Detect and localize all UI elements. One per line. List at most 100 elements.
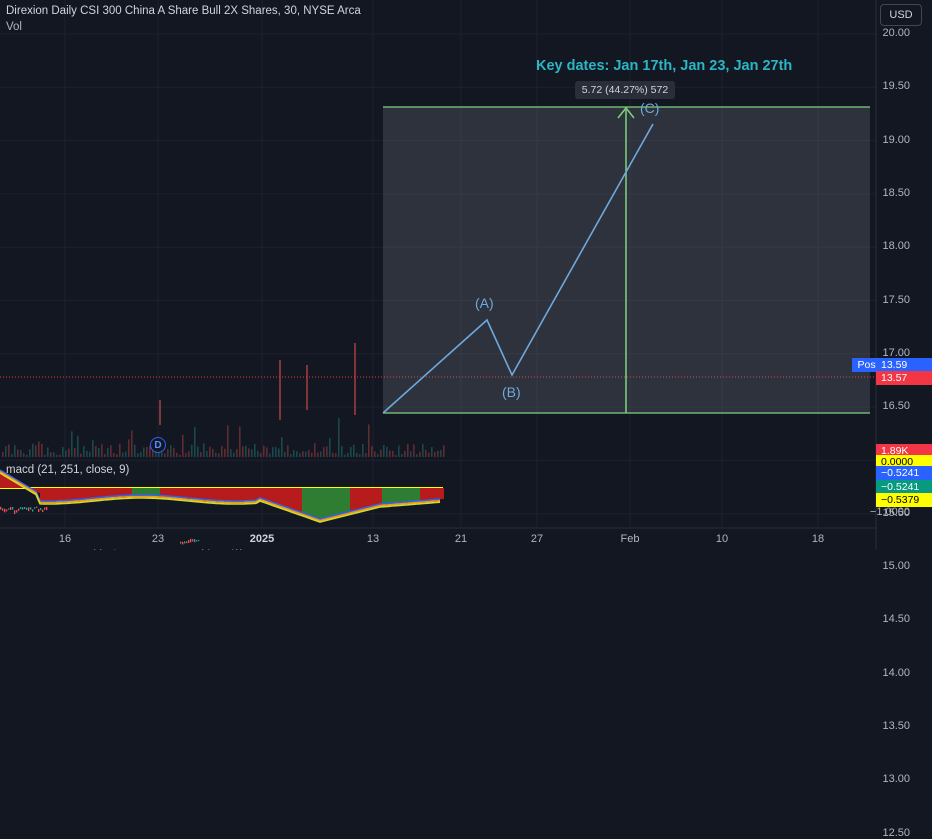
macd-histogram-bar	[260, 488, 262, 498]
volume-bar	[194, 427, 196, 457]
symbol-title[interactable]: Direxion Daily CSI 300 China A Share Bul…	[6, 5, 361, 17]
macd-histogram-bar	[300, 488, 302, 512]
volume-bar	[416, 454, 418, 457]
macd-histogram-bar	[174, 488, 176, 497]
macd-histogram-bar	[320, 488, 322, 519]
macd-histogram-bar	[156, 488, 158, 495]
macd-histogram-bar	[412, 488, 414, 501]
macd-histogram-bar	[334, 488, 336, 516]
macd-histogram-bar	[210, 488, 212, 500]
macd-histogram-bar	[322, 488, 324, 519]
volume-bar	[425, 450, 427, 457]
volume-bar	[23, 453, 25, 457]
macd-histogram-bar	[312, 488, 314, 516]
macd-legend[interactable]: macd (21, 251, close, 9)	[6, 464, 129, 476]
volume-bar	[257, 451, 259, 457]
volume-bar	[17, 449, 19, 457]
volume-bar	[293, 450, 295, 457]
macd-histogram-bar	[314, 488, 316, 517]
volume-bar	[143, 447, 145, 457]
macd-histogram-bar	[78, 488, 80, 500]
macd-histogram-bar	[128, 488, 130, 495]
candle	[4, 509, 5, 513]
volume-bar	[308, 450, 310, 457]
volume-bar	[326, 446, 328, 457]
key-dates-annotation[interactable]: Key dates: Jan 17th, Jan 23, Jan 27th	[536, 58, 792, 74]
volume-bar	[443, 445, 445, 457]
macd-histogram-bar	[104, 488, 106, 497]
dividend-marker-icon[interactable]: D	[150, 437, 166, 453]
price-tick: 14.00	[860, 667, 910, 679]
volume-bar	[56, 455, 58, 457]
volume-bar	[86, 451, 88, 457]
volume-bar	[179, 455, 181, 457]
wave-label-c: (C)	[640, 100, 659, 116]
volume-bar	[392, 451, 394, 457]
time-tick: 2025	[242, 533, 282, 545]
candle	[42, 510, 43, 512]
candle	[30, 507, 31, 509]
volume-bar	[224, 449, 226, 457]
volume-bar	[38, 442, 40, 457]
candle	[32, 509, 33, 511]
volume-bar	[329, 438, 331, 457]
macd-histogram-bar	[76, 488, 78, 500]
macd-histogram-bar	[298, 488, 300, 511]
macd-histogram-bar	[348, 488, 350, 512]
macd-histogram-bar	[202, 488, 204, 499]
candle	[34, 507, 35, 508]
volume-bar	[338, 418, 340, 457]
macd-histogram-bar	[42, 488, 44, 501]
macd-histogram-bar	[426, 488, 428, 500]
macd-histogram-bar	[396, 488, 398, 503]
candle	[22, 507, 23, 509]
candle	[8, 508, 9, 509]
macd-histogram-bar	[278, 488, 280, 504]
macd-histogram-bar	[428, 488, 430, 500]
macd-histogram-bar	[52, 488, 54, 501]
macd-histogram-bar	[108, 488, 110, 497]
macd-hist-badge: −0.5379	[876, 493, 932, 507]
volume-bar	[44, 455, 46, 457]
macd-histogram-bar	[212, 488, 214, 500]
macd-histogram-bar	[420, 488, 422, 501]
price-tick: 19.50	[860, 80, 910, 92]
volume-bar	[32, 444, 34, 457]
volume-legend[interactable]: Vol	[6, 21, 22, 33]
macd-histogram-bar	[244, 488, 246, 501]
macd-histogram-bar	[394, 488, 396, 503]
currency-button[interactable]: USD	[880, 4, 922, 26]
volume-bar	[173, 448, 175, 457]
price-tick: 19.00	[860, 134, 910, 146]
macd-histogram-bar	[276, 488, 278, 504]
volume-bar	[62, 447, 64, 457]
time-tick: 13	[353, 533, 393, 545]
volume-bar	[359, 454, 361, 457]
post-price-badge: 13.59	[876, 358, 932, 372]
macd-histogram-bar	[80, 488, 82, 499]
volume-bar	[344, 455, 346, 457]
volume-bar	[296, 451, 298, 457]
volume-bar	[116, 454, 118, 457]
volume-bar	[383, 445, 385, 457]
volume-bar	[407, 444, 409, 457]
macd-histogram-bar	[382, 488, 384, 504]
volume-bar	[260, 453, 262, 457]
volume-bar	[107, 448, 109, 457]
macd-histogram-bar	[152, 488, 154, 495]
macd-histogram-bar	[328, 488, 330, 517]
volume-bar	[65, 451, 67, 457]
macd-histogram-bar	[388, 488, 390, 503]
volume-bar	[20, 450, 22, 457]
chart-canvas[interactable]	[0, 0, 932, 550]
macd-histogram-bar	[198, 488, 200, 499]
macd-histogram-bar	[400, 488, 402, 502]
candle	[194, 539, 195, 542]
macd-histogram-bar	[90, 488, 92, 498]
macd-signal-badge: −0.5241	[876, 480, 932, 494]
macd-histogram-bar	[266, 488, 268, 500]
volume-bar	[254, 444, 256, 457]
price-tick: 20.00	[860, 27, 910, 39]
macd-histogram-bar	[332, 488, 334, 516]
volume-bar	[14, 445, 16, 457]
